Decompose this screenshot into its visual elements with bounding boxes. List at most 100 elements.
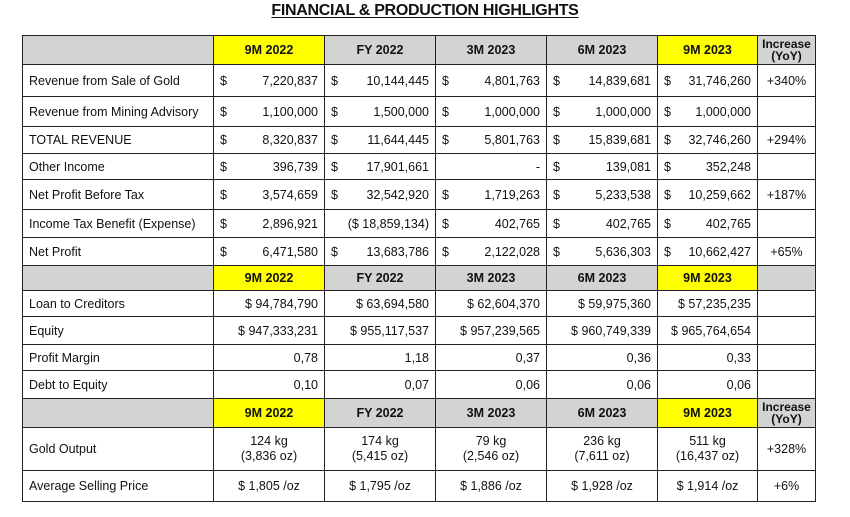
period-header: 3M 2023 [435,398,547,428]
money-cell: $1,100,000 [213,96,325,127]
value-cell: 0,07 [324,370,436,399]
increase-header-line: Increase [762,400,811,414]
currency-symbol: $ [664,187,671,202]
table-row: Loan to Creditors $ 94,784,790 $ 63,694,58… [22,290,816,317]
value-cell: 0,10 [213,370,325,399]
table-row: Revenue from Mining Advisory $1,100,000 $1… [22,96,816,127]
money-cell: $17,901,661 [324,153,436,180]
row-label: Equity [22,316,214,345]
money-value: $139,081 [553,160,651,174]
money-cell: $1,000,000 [657,96,758,127]
increase-cell: +6% [757,470,816,502]
amount: 2,896,921 [262,216,318,231]
table-row: Profit Margin 0,78 1,18 0,37 0,36 0,33 [22,344,816,371]
increase-cell: +328% [757,427,816,471]
money-cell: $402,765 [657,209,758,238]
increase-cell: +65% [757,237,816,266]
row-label: Other Income [22,153,214,180]
amount: 1,000,000 [695,104,751,119]
production-cell: 511 kg (16,437 oz) [657,427,758,471]
money-value: $5,636,303 [553,245,651,259]
production-line: $ 1,928 /oz [571,478,633,493]
increase-cell: +187% [757,179,816,210]
money-value: $32,542,920 [331,188,429,202]
money-cell: $11,644,445 [324,126,436,154]
production-line: (16,437 oz) [675,449,740,463]
money-value: $1,000,000 [442,105,540,119]
amount: 10,662,427 [688,244,751,259]
increase-cell: +294% [757,126,816,154]
money-value: $402,765 [442,217,540,231]
period-header: 9M 2023 [657,265,758,291]
currency-symbol: $ [442,73,449,88]
currency-symbol: $ [331,187,338,202]
currency-symbol: $ [220,187,227,202]
production-line: 174 kg [361,434,399,448]
money-value: ($ 18,859,134) [331,217,429,231]
table-row: TOTAL REVENUE $8,320,837 $11,644,445 $5,801… [22,126,816,154]
row-label: Revenue from Mining Advisory [22,96,214,127]
amount: 352,248 [705,159,751,174]
currency-symbol: $ [220,104,227,119]
value-cell: $ 960,749,339 [546,316,658,345]
amount: 13,683,786 [366,244,429,259]
currency-symbol: $ [220,159,227,174]
money-value: $352,248 [664,160,751,174]
amount: - [535,159,540,174]
header-blank-cell [757,265,816,291]
currency-symbol: $ [664,133,671,147]
value-cell: 0,33 [657,344,758,371]
money-cell: $4,801,763 [435,64,547,97]
production-cell: $ 1,914 /oz [657,470,758,502]
amount: 139,081 [605,159,651,174]
increase-header-line: (YoY) [771,412,802,426]
header-row: 9M 2022 FY 2022 3M 2023 6M 2023 9M 2023 Incre… [22,35,816,65]
currency-symbol: $ [442,244,449,259]
value-cell: 0,37 [435,344,547,371]
amount: 402,765 [494,216,540,231]
value-cell: $ 59,975,360 [546,290,658,317]
value-cell: $ 965,764,654 [657,316,758,345]
period-header: FY 2022 [324,398,436,428]
production-cell: $ 1,795 /oz [324,470,436,502]
amount: 11,644,445 [367,133,429,147]
period-header: 9M 2023 [657,35,758,65]
table-row: Average Selling Price $ 1,805 /oz $ 1,795 … [22,470,816,502]
production-line: (3,836 oz) [240,449,298,463]
page-title: FINANCIAL & PRODUCTION HIGHLIGHTS [271,2,579,19]
amount: 1,100,000 [262,104,318,119]
row-label: Loan to Creditors [22,290,214,317]
currency-symbol: $ [553,159,560,174]
money-value: $11,644,445 [331,133,429,147]
money-cell: ($ 18,859,134) [324,209,436,238]
production-cell: 124 kg (3,836 oz) [213,427,325,471]
amount: 31,746,260 [688,73,751,88]
money-cell: $5,233,538 [546,179,658,210]
money-value: $13,683,786 [331,245,429,259]
money-value: $1,719,263 [442,188,540,202]
money-value: $5,801,763 [442,133,540,147]
money-cell: $3,574,659 [213,179,325,210]
amount: 10,259,662 [688,187,751,202]
currency-symbol: $ [442,133,449,147]
money-value: $3,574,659 [220,188,318,202]
increase-header: Increase (YoY) [757,398,816,428]
amount: 14,839,681 [588,73,651,88]
currency-symbol: $ [331,159,338,174]
amount: 402,765 [705,216,751,231]
money-cell: $1,000,000 [546,96,658,127]
amount: 7,220,837 [262,73,318,88]
money-cell: $5,801,763 [435,126,547,154]
money-value: $6,471,580 [220,245,318,259]
production-line: 124 kg [250,434,288,448]
amount: 5,233,538 [595,187,651,202]
money-cell: $32,746,260 [657,126,758,154]
value-cell: $ 947,333,231 [213,316,325,345]
table-row: Equity $ 947,333,231 $ 955,117,537 $ 957,23… [22,316,816,345]
currency-symbol: $ [553,216,560,231]
increase-cell [757,290,816,317]
amount: 4,801,763 [484,73,540,88]
value-cell: 1,18 [324,344,436,371]
money-value: $1,500,000 [331,105,429,119]
amount: 17,901,661 [366,159,429,174]
